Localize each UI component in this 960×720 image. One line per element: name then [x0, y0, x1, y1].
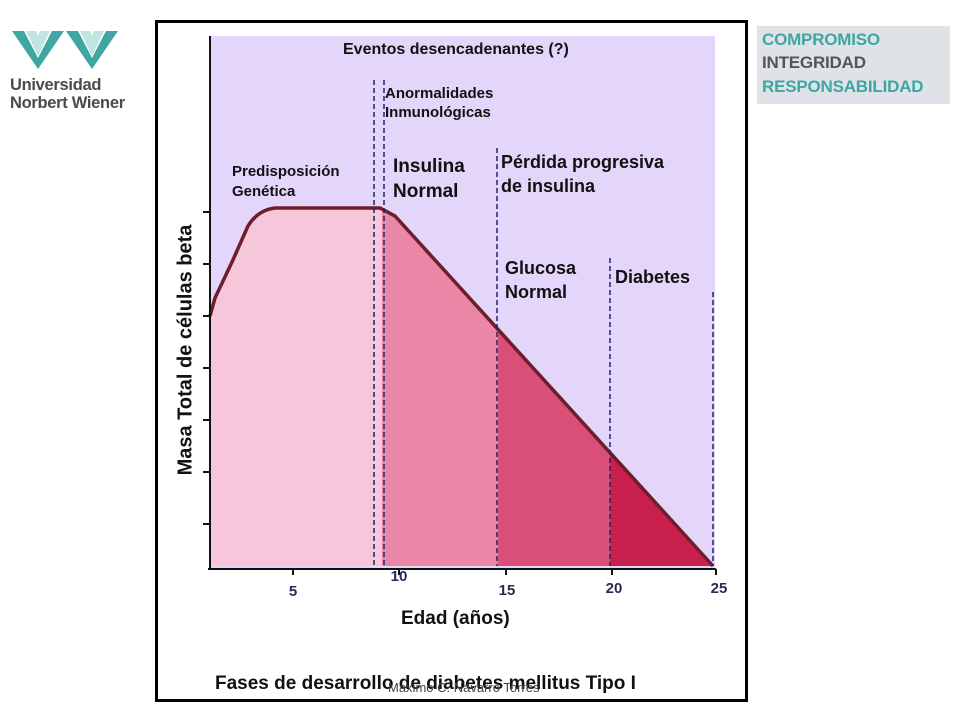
y-axis-label: Masa Total de células beta	[174, 224, 197, 476]
phase-label-line: Glucosa	[505, 258, 577, 278]
badge-line-responsabilidad: RESPONSABILIDAD	[762, 77, 924, 96]
phase-label-line: Insulina	[393, 156, 465, 177]
phase-label-predisposicion: Predisposición Genética	[232, 162, 340, 202]
slide-credit: Maximo C. Navarro Torres	[388, 680, 540, 695]
phase-label-line: Normal	[505, 282, 568, 302]
phase-label-line: Genética	[232, 183, 296, 200]
phase-label-line: de insulina	[501, 176, 596, 196]
phase-label-line: Pérdida progresiva	[501, 152, 665, 172]
phase-label-line: Normal	[393, 181, 459, 202]
x-tick-label: 10	[390, 568, 408, 585]
x-tick-label: 20	[605, 580, 623, 597]
values-badge: COMPROMISO INTEGRIDAD RESPONSABILIDAD	[757, 26, 950, 104]
phase-label-line: Predisposición	[232, 163, 340, 180]
phase-label-insulina-normal: Insulina Normal	[393, 154, 465, 204]
phase-label-glucosa: Glucosa Normal	[505, 256, 576, 304]
phase-label-line: Anormalidades	[385, 85, 494, 102]
university-name-line1: Universidad	[10, 76, 102, 94]
x-axis-label: Edad (años)	[401, 608, 510, 629]
university-logo: Universidad Norbert Wiener	[10, 28, 155, 118]
phase-label-diabetes: Diabetes	[615, 265, 690, 289]
badge-line-compromiso: COMPROMISO	[762, 30, 880, 49]
phase-region-4	[610, 208, 713, 566]
x-tick-label: 5	[288, 583, 298, 600]
university-name-line2: Norbert Wiener	[10, 94, 125, 112]
x-tick-label: 15	[498, 582, 516, 599]
phase-region-1	[210, 208, 382, 566]
badge-line-integridad: INTEGRIDAD	[762, 53, 866, 72]
logo-chevrons-icon	[12, 31, 118, 69]
phase-label-line: Diabetes	[615, 267, 691, 287]
x-tick-label: 25	[710, 580, 728, 597]
phase-label-anormalidades: Anormalidades Inmunológicas	[385, 84, 493, 122]
phase-label-line: Inmunológicas	[385, 104, 491, 121]
phase-region-2	[382, 208, 498, 566]
figure-title: Fases de desarrollo de diabetes mellitus…	[215, 673, 636, 694]
phase-label-perdida: Pérdida progresiva de insulina	[501, 150, 664, 198]
beta-cell-curve	[208, 206, 715, 568]
diagram-header: Eventos desencadenantes (?)	[343, 41, 569, 58]
